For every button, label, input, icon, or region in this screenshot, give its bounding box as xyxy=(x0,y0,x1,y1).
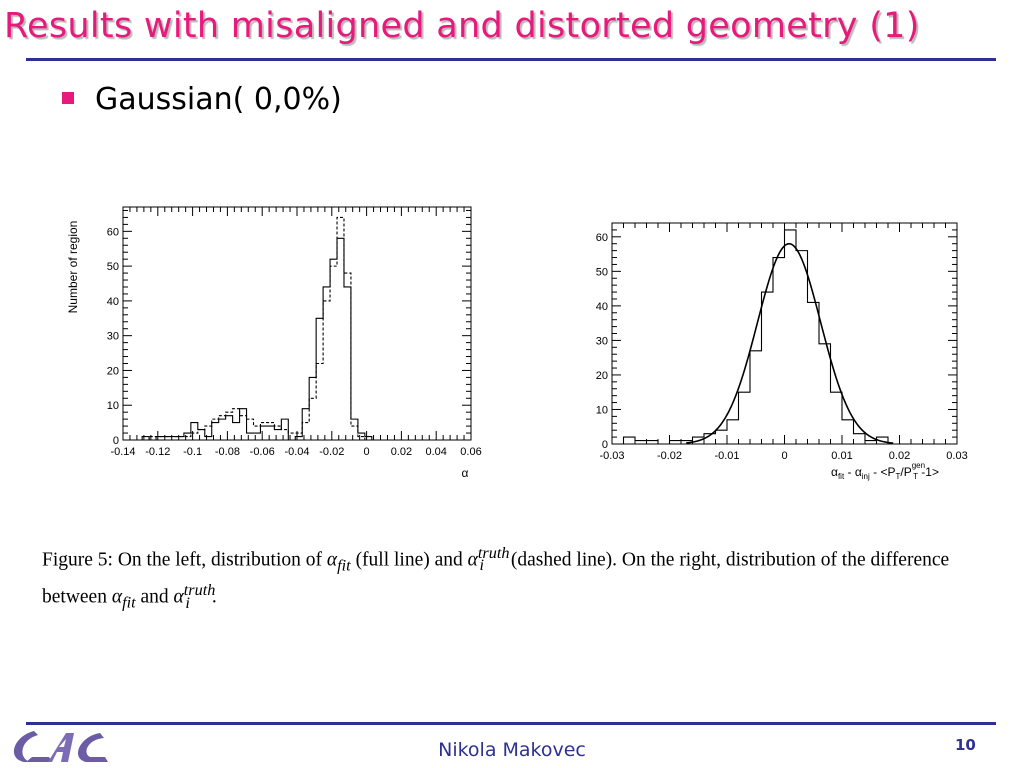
x-axis-title-part: /P xyxy=(900,465,911,479)
x-axis-title-part: inj xyxy=(862,472,870,481)
x-tick-label: -0.02 xyxy=(319,446,344,458)
y-tick-label: 60 xyxy=(596,232,608,244)
x-tick-label: -0.14 xyxy=(110,446,135,458)
gaussian-fit-curve xyxy=(686,242,894,444)
x-tick-label: 0 xyxy=(364,446,370,458)
x-tick-label: -0.06 xyxy=(250,446,275,458)
footer-divider xyxy=(26,722,996,725)
x-axis-title: αfit - αinj - <PT/Pgen T -1> xyxy=(831,461,939,481)
y-tick-label: 0 xyxy=(113,435,119,447)
x-tick-label: 0.06 xyxy=(460,446,481,458)
figure-caption: Figure 5: On the left, distribution of α… xyxy=(42,544,950,612)
x-tick-label: -0.04 xyxy=(284,446,309,458)
x-tick-label: 0.02 xyxy=(889,450,910,462)
histogram-solid-series xyxy=(622,229,900,445)
y-tick-label: 20 xyxy=(596,370,608,382)
x-tick-label: -0.12 xyxy=(145,446,170,458)
x-tick-label: 0.01 xyxy=(831,450,852,462)
y-tick-label: 50 xyxy=(596,266,608,278)
x-tick-label: -0.1 xyxy=(183,446,202,458)
x-axis-title-part: - α xyxy=(844,465,862,479)
y-tick-label: 30 xyxy=(596,335,608,347)
x-axis-title-part: α xyxy=(831,465,838,479)
x-axis-title-part: T xyxy=(895,472,900,481)
lal-logo-icon xyxy=(13,731,108,762)
plot-frame xyxy=(122,206,472,441)
x-axis-title: α xyxy=(462,466,469,480)
x-tick-label: 0.04 xyxy=(425,446,446,458)
y-tick-label: 30 xyxy=(107,331,119,343)
y-tick-label: 10 xyxy=(107,400,119,412)
histogram-alpha-chart: -0.14 -0.12 -0.1 -0.08 -0.06 -0.04 -0.02 0 0.02 0… xyxy=(66,206,482,480)
x-axis-title-part: fit xyxy=(838,472,845,481)
y-tick-label: 60 xyxy=(107,226,119,238)
slide-title: Results with misaligned and distorted ge… xyxy=(4,6,920,46)
bullet-square-icon xyxy=(62,92,74,104)
page-number: 10 xyxy=(955,736,976,754)
bullet-text: Gaussian( 0,0%) xyxy=(95,82,342,117)
x-tick-label: 0.03 xyxy=(946,450,967,462)
x-tick-label: -0.02 xyxy=(657,450,682,462)
y-axis-title: Number of region xyxy=(66,221,80,314)
histogram-solid-series xyxy=(128,237,379,441)
histogram-dashed-series xyxy=(128,216,379,441)
histogram-difference-chart: -0.03 -0.02 -0.01 0 0.01 0.02 0.03 0 10 20 30 40 50 6… xyxy=(596,222,968,481)
y-tick-label: 50 xyxy=(107,261,119,273)
x-axis-title-part: gen xyxy=(912,461,925,470)
x-tick-label: 0 xyxy=(781,450,787,462)
y-tick-label: 20 xyxy=(107,365,119,377)
y-tick-label: 40 xyxy=(596,301,608,313)
x-tick-label: -0.08 xyxy=(215,446,240,458)
author-name: Nikola Makovec xyxy=(438,739,586,761)
x-tick-label: -0.01 xyxy=(714,450,739,462)
y-tick-label: 0 xyxy=(602,439,608,451)
x-tick-label: -0.03 xyxy=(599,450,624,462)
x-axis-title-part: -1> xyxy=(918,465,939,479)
y-tick-label: 10 xyxy=(596,404,608,416)
x-axis-title-part: T xyxy=(913,472,918,481)
x-tick-label: 0.02 xyxy=(391,446,412,458)
title-divider xyxy=(26,58,996,61)
x-axis-title-part: - <P xyxy=(870,465,896,479)
y-tick-label: 40 xyxy=(107,296,119,308)
